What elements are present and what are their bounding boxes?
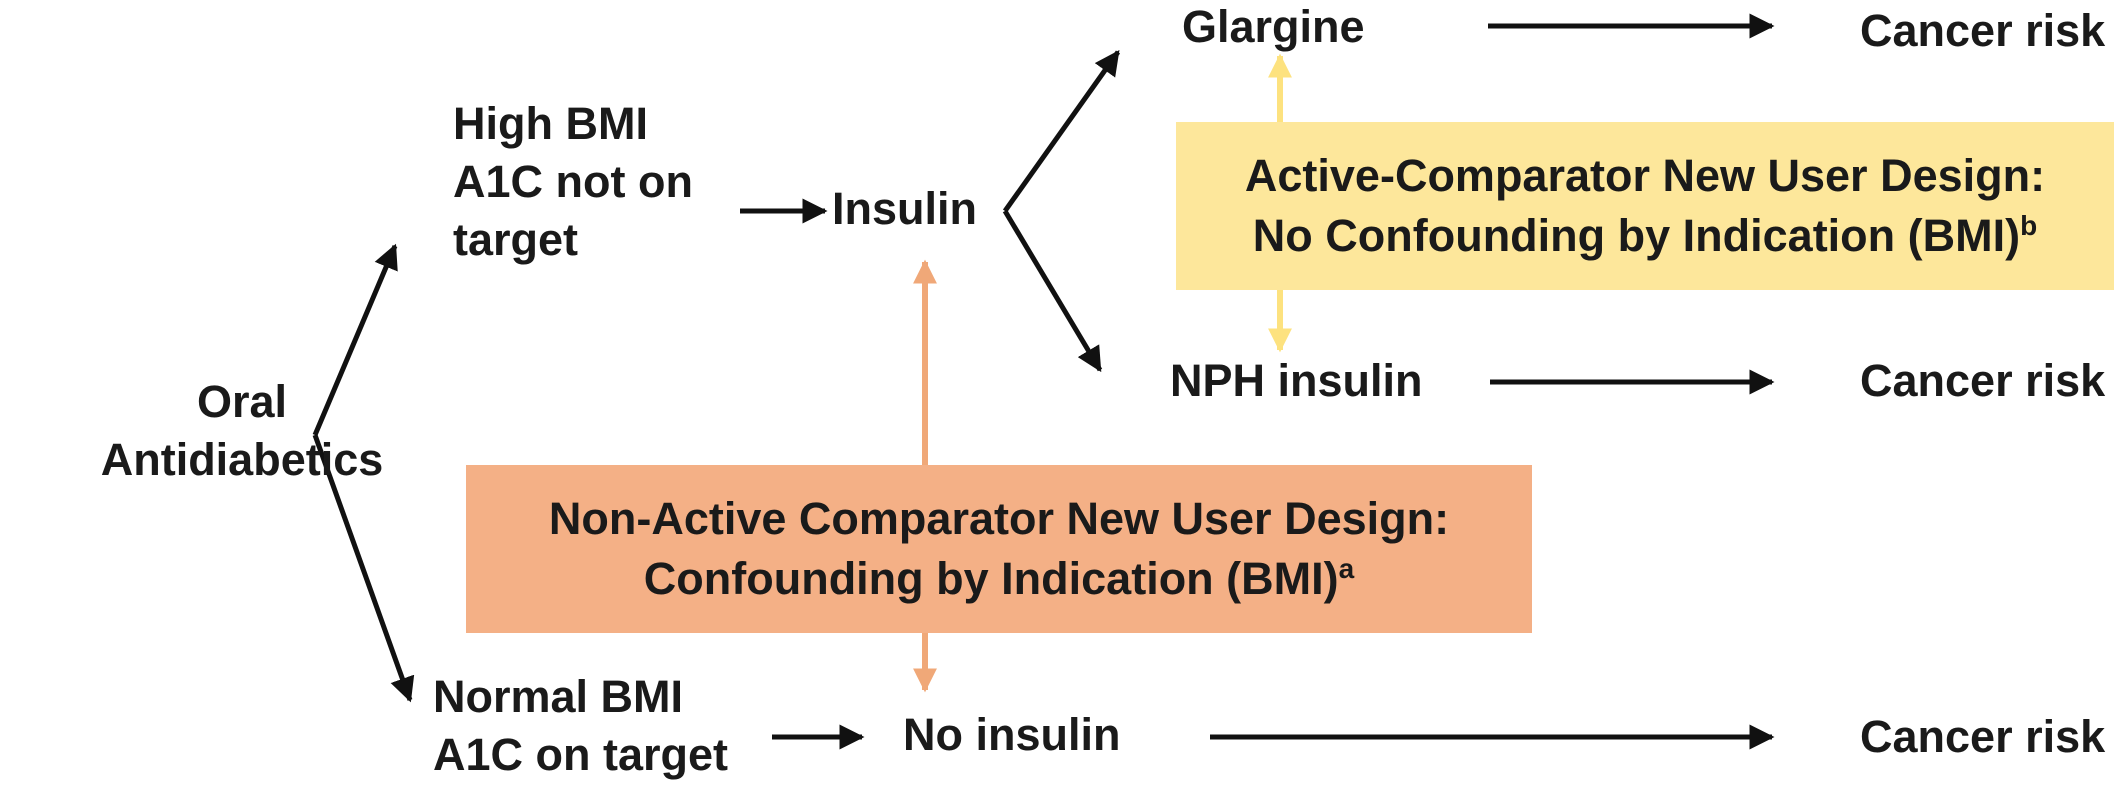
node-high-bmi-line-3: target xyxy=(453,214,579,265)
active-comparator-box: Active-Comparator New User Design: No Co… xyxy=(1176,122,2114,290)
nonactive-box-footnote: a xyxy=(1338,553,1355,584)
node-glargine: Glargine xyxy=(1182,1,1365,52)
arrow-insulin-to-nph xyxy=(1002,209,1103,373)
node-normal-bmi: Normal BMI A1C on target xyxy=(433,668,728,784)
node-no-insulin: No insulin xyxy=(903,709,1121,760)
node-cancer-risk-2: Cancer risk xyxy=(1860,355,2106,406)
node-nph-insulin: NPH insulin xyxy=(1170,355,1423,406)
arrow-oral-to-high-bmi xyxy=(312,243,398,436)
node-high-bmi: High BMI A1C not on target xyxy=(453,95,693,269)
node-normal-bmi-line-2: A1C on target xyxy=(433,729,729,780)
node-high-bmi-line-1: High BMI xyxy=(453,98,648,149)
node-oral-line-2: Antidiabetics xyxy=(100,434,384,485)
node-cancer-risk-3: Cancer risk xyxy=(1860,711,2106,762)
node-cancer-risk-1: Cancer risk xyxy=(1860,5,2106,56)
arrow-insulin-to-glargine xyxy=(1002,49,1121,213)
active-box-line-1: Active-Comparator New User Design: xyxy=(1244,150,2046,201)
nonactive-box-line-2-text: Confounding by Indication (BMI) xyxy=(643,553,1339,604)
nonactive-box-line-1: Non-Active Comparator New User Design: xyxy=(548,493,1450,544)
nonactive-comparator-box: Non-Active Comparator New User Design: C… xyxy=(466,465,1532,633)
node-normal-bmi-line-1: Normal BMI xyxy=(433,671,684,722)
node-insulin: Insulin xyxy=(832,183,977,234)
node-oral-line-1: Oral xyxy=(196,376,288,427)
active-box-line-2-text: No Confounding by Indication (BMI) xyxy=(1252,210,2021,261)
active-box-line-2: No Confounding by Indication (BMI)b xyxy=(1253,206,2037,266)
nonactive-box-line-2: Confounding by Indication (BMI)a xyxy=(644,549,1354,609)
arrow-oral-to-normal-bmi xyxy=(312,434,415,703)
node-oral-antidiabetics: Oral Antidiabetics xyxy=(101,373,384,489)
node-high-bmi-line-2: A1C not on xyxy=(453,156,693,207)
active-box-footnote: b xyxy=(2020,210,2038,241)
